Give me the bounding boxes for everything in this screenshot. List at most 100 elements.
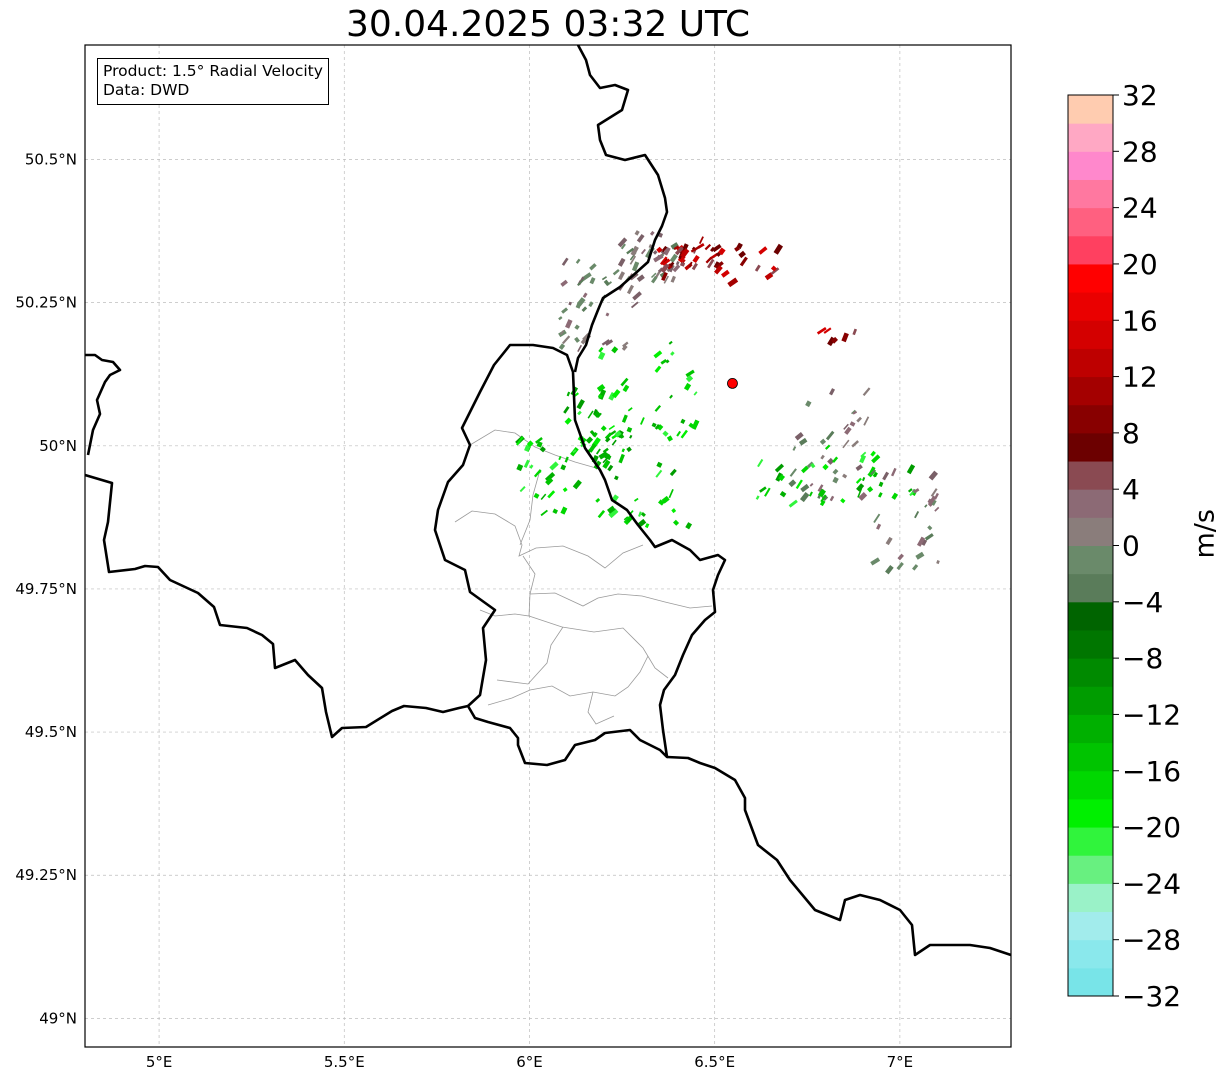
colorbar-tick-label: 4: [1122, 473, 1140, 506]
velocity-pixel: [920, 538, 928, 546]
velocity-pixel: [585, 436, 594, 444]
velocity-pixel: [916, 536, 926, 547]
velocity-pixel: [714, 261, 724, 270]
velocity-pixel: [679, 261, 686, 267]
velocity-pixel: [788, 479, 797, 488]
map-gridlines: [85, 45, 1011, 1047]
velocity-pixel: [924, 504, 928, 508]
velocity-pixel: [862, 476, 866, 482]
velocity-pixel: [602, 459, 611, 469]
lux-region-boundary: [587, 691, 615, 725]
velocity-pixel: [930, 488, 938, 497]
velocity-pixel: [805, 400, 812, 408]
colorbar-segment: [1068, 883, 1113, 913]
velocity-pixel: [535, 436, 543, 444]
velocity-pixel: [680, 418, 686, 424]
belgium-france-border: [85, 473, 469, 739]
colorbar-tick-label: 0: [1122, 530, 1140, 563]
velocity-pixel: [816, 327, 827, 335]
velocity-pixel: [626, 426, 633, 433]
velocity-pixel: [855, 477, 862, 484]
velocity-pixel: [621, 448, 625, 453]
velocity-pixel: [602, 447, 609, 454]
colorbar-segment: [1068, 320, 1113, 349]
velocity-pixel: [665, 359, 670, 364]
velocity-pixel: [913, 488, 920, 493]
lon-tick-label: 6°E: [516, 1053, 543, 1071]
velocity-pixel: [669, 468, 677, 477]
velocity-pixel: [914, 510, 920, 519]
colorbar-segment: [1068, 348, 1113, 378]
lux-region-boundary: [454, 510, 644, 569]
velocity-pixel: [575, 301, 582, 309]
velocity-pixel: [529, 464, 534, 469]
velocity-pixel: [843, 423, 849, 430]
velocity-pixel: [633, 497, 639, 502]
colorbar-tick-label: 12: [1122, 361, 1158, 394]
velocity-pixel: [867, 486, 874, 493]
radar-site-dot: [727, 377, 738, 389]
velocity-pixel: [831, 336, 839, 344]
germany-belgium-border: [573, 45, 669, 373]
colorbar-tick-label: −20: [1122, 811, 1181, 844]
velocity-pixel: [897, 553, 904, 561]
lux-region-boundary: [529, 592, 713, 609]
velocity-pixel: [693, 391, 698, 396]
velocity-pixel: [856, 483, 865, 492]
velocity-pixel: [851, 409, 856, 415]
velocity-pixel: [588, 301, 594, 308]
velocity-pixel: [739, 256, 748, 267]
velocity-pixel: [651, 422, 657, 428]
velocity-pixel: [658, 499, 665, 506]
velocity-pixel: [526, 440, 534, 448]
velocity-pixel: [540, 509, 548, 517]
velocity-pixel: [855, 464, 863, 471]
velocity-pixel: [824, 444, 831, 450]
velocity-pixel: [934, 506, 940, 512]
velocity-pixel: [832, 476, 839, 484]
velocity-pixel: [656, 424, 664, 431]
velocity-pixel: [627, 407, 633, 412]
velocity-pixel: [654, 365, 662, 373]
velocity-pixel: [572, 449, 577, 454]
velocity-pixel: [727, 277, 739, 288]
velocity-pixel: [536, 441, 543, 448]
velocity-pixel: [808, 491, 813, 497]
velocity-pixel: [558, 343, 566, 350]
colorbar-segment: [1068, 235, 1113, 265]
velocity-pixel: [618, 271, 626, 281]
velocity-pixel: [841, 332, 849, 343]
velocity-pixel: [552, 508, 559, 515]
velocity-pixel: [757, 458, 764, 468]
velocity-pixel: [601, 276, 608, 281]
velocity-pixel: [650, 272, 657, 279]
velocity-pixel: [617, 237, 628, 248]
velocity-pixel: [595, 448, 601, 455]
velocity-pixel: [856, 416, 862, 423]
colorbar-tick-label: −32: [1122, 980, 1181, 1013]
velocity-pixel: [800, 483, 810, 493]
velocity-pixel: [605, 437, 611, 443]
velocity-pixel: [612, 494, 619, 502]
colorbar: −32 −28 −24 −20 −16 −12 −8 −4 0 4 8 12 16 20 24 28 32: [1067, 79, 1181, 1013]
velocity-pixel: [574, 324, 580, 330]
velocity-pixel: [755, 495, 760, 500]
velocity-pixel: [674, 246, 684, 256]
velocity-pixel: [851, 440, 859, 448]
lon-tick-label: 6.5°E: [694, 1053, 735, 1071]
colorbar-tick-label: 28: [1122, 135, 1158, 168]
colorbar-unit-label: m/s: [1189, 509, 1221, 559]
velocity-pixel: [623, 516, 629, 521]
info-box: Product: 1.5° Radial Velocity Data: DWD: [97, 58, 329, 105]
velocity-pixel: [891, 492, 899, 500]
velocity-pixel: [698, 236, 704, 245]
velocity-pixel: [672, 264, 681, 273]
velocity-pixel: [661, 271, 668, 282]
lon-tick-label: 7°E: [887, 1053, 914, 1071]
colorbar-tick-label: −4: [1122, 586, 1163, 619]
velocity-pixel: [868, 466, 876, 475]
velocity-pixel: [671, 508, 677, 514]
velocity-pixel: [558, 316, 563, 321]
velocity-pixel: [801, 465, 809, 474]
